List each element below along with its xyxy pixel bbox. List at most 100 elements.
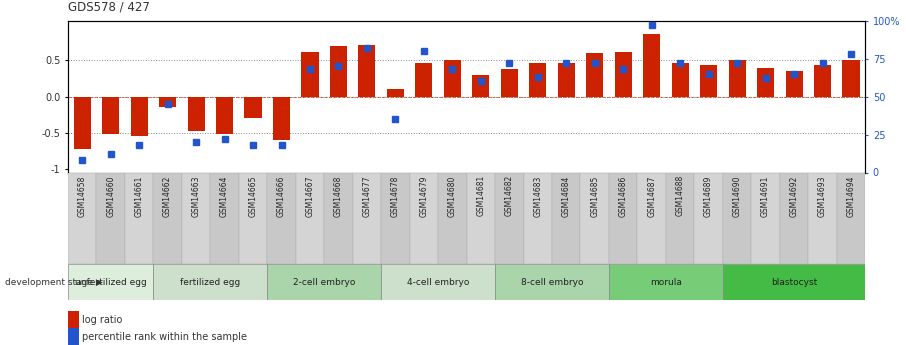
Bar [495, 264, 609, 300]
Text: GSM14677: GSM14677 [362, 175, 371, 217]
Bar [638, 172, 666, 264]
Bar [444, 60, 461, 97]
Bar [694, 172, 723, 264]
Bar [73, 97, 91, 149]
Text: GSM14679: GSM14679 [419, 175, 429, 217]
Bar [786, 71, 803, 97]
Bar [501, 69, 518, 97]
Bar [273, 97, 290, 140]
Text: GSM14690: GSM14690 [733, 175, 742, 217]
Bar [410, 172, 439, 264]
Bar [843, 60, 860, 97]
Bar [102, 97, 120, 134]
Bar [381, 172, 410, 264]
Bar [153, 172, 182, 264]
Bar [210, 172, 239, 264]
Text: 4-cell embryo: 4-cell embryo [407, 277, 469, 287]
Bar [439, 172, 467, 264]
Bar [586, 53, 603, 97]
Bar [723, 264, 865, 300]
Bar [68, 264, 153, 300]
Bar [159, 97, 176, 107]
Text: GSM14680: GSM14680 [448, 175, 457, 217]
Text: fertilized egg: fertilized egg [180, 277, 240, 287]
Bar [558, 63, 574, 97]
Bar [130, 97, 148, 136]
Text: GSM14664: GSM14664 [220, 175, 229, 217]
Bar [125, 172, 153, 264]
Bar [245, 97, 262, 118]
Bar [472, 75, 489, 97]
Text: GSM14693: GSM14693 [818, 175, 827, 217]
Text: log ratio: log ratio [82, 315, 122, 325]
Text: GSM14668: GSM14668 [334, 175, 343, 217]
Bar [324, 172, 352, 264]
Bar [700, 65, 718, 97]
Text: GSM14688: GSM14688 [676, 175, 685, 217]
Bar [751, 172, 780, 264]
Bar [359, 45, 375, 97]
Bar [153, 264, 267, 300]
Bar [529, 63, 546, 97]
Bar [780, 172, 808, 264]
Bar [387, 89, 404, 97]
Bar [552, 172, 581, 264]
Bar [302, 52, 319, 97]
Bar [68, 172, 96, 264]
Text: GSM14665: GSM14665 [248, 175, 257, 217]
Bar [330, 46, 347, 97]
Bar [723, 172, 751, 264]
Bar [295, 172, 324, 264]
Text: GDS578 / 427: GDS578 / 427 [68, 1, 149, 14]
Text: GSM14681: GSM14681 [477, 175, 486, 217]
Text: 2-cell embryo: 2-cell embryo [293, 277, 355, 287]
Bar [524, 172, 552, 264]
Bar [609, 172, 638, 264]
Bar [415, 63, 432, 97]
Text: GSM14687: GSM14687 [647, 175, 656, 217]
Text: GSM14678: GSM14678 [390, 175, 400, 217]
Bar [671, 63, 689, 97]
Bar [267, 172, 295, 264]
Bar [837, 172, 865, 264]
Text: GSM14683: GSM14683 [534, 175, 543, 217]
Text: GSM14694: GSM14694 [846, 175, 855, 217]
Bar [808, 172, 837, 264]
Bar [467, 172, 495, 264]
Bar [581, 172, 609, 264]
Bar [609, 264, 723, 300]
Bar [381, 264, 495, 300]
Text: GSM14689: GSM14689 [704, 175, 713, 217]
Bar [182, 172, 210, 264]
Text: GSM14684: GSM14684 [562, 175, 571, 217]
Bar [757, 68, 774, 97]
Text: development stage ▶: development stage ▶ [5, 277, 102, 287]
Text: GSM14662: GSM14662 [163, 175, 172, 217]
Text: GSM14692: GSM14692 [789, 175, 798, 217]
Text: GSM14660: GSM14660 [106, 175, 115, 217]
Text: GSM14685: GSM14685 [590, 175, 599, 217]
Bar [216, 97, 233, 134]
Bar [352, 172, 381, 264]
Text: GSM14666: GSM14666 [277, 175, 286, 217]
Text: GSM14663: GSM14663 [191, 175, 200, 217]
Bar [239, 172, 267, 264]
Text: GSM14661: GSM14661 [135, 175, 144, 217]
Text: GSM14667: GSM14667 [305, 175, 314, 217]
Bar [188, 97, 205, 131]
Bar [814, 65, 831, 97]
Bar [666, 172, 694, 264]
Bar [728, 60, 746, 97]
Text: percentile rank within the sample: percentile rank within the sample [82, 332, 246, 342]
Text: blastocyst: blastocyst [771, 277, 817, 287]
Text: GSM14686: GSM14686 [619, 175, 628, 217]
Bar [614, 52, 631, 97]
Text: 8-cell embryo: 8-cell embryo [521, 277, 583, 287]
Bar [643, 34, 660, 97]
Bar [96, 172, 125, 264]
Text: GSM14658: GSM14658 [78, 175, 87, 217]
Text: morula: morula [650, 277, 682, 287]
Text: GSM14682: GSM14682 [505, 175, 514, 217]
Text: unfertilized egg: unfertilized egg [75, 277, 147, 287]
Bar [495, 172, 524, 264]
